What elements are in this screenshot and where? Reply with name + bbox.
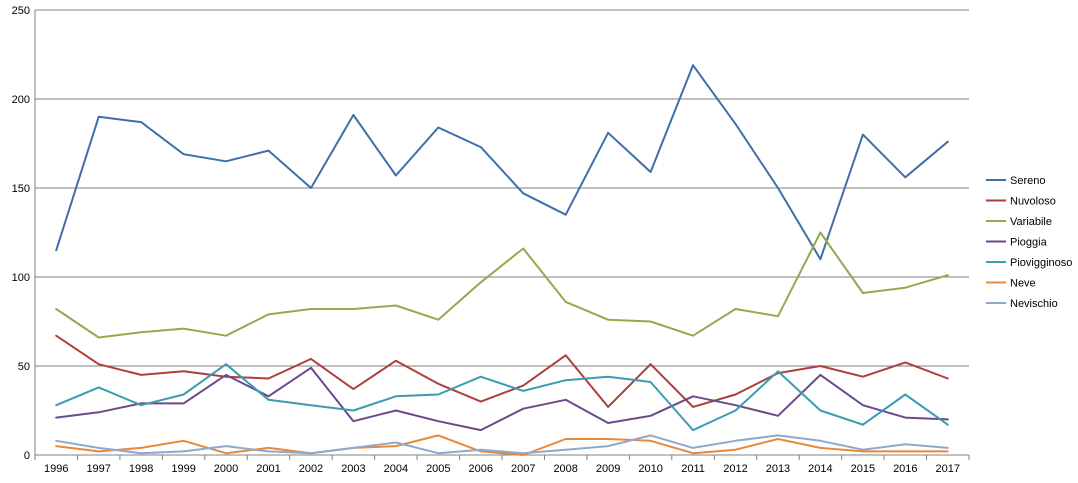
legend-label: Pioggia [1010,237,1048,249]
gridlines [35,9,969,367]
legend-item-sereno: Sereno [986,175,1045,187]
x-tick-label: 2003 [341,463,365,475]
series-line-sereno [55,64,949,261]
legend-label: Sereno [1010,175,1045,187]
y-tick-label: 250 [12,5,30,17]
legend: Sereno Nuvoloso Variabile Pioggia Pioviggino… [986,175,1072,310]
x-axis-ticks: 1996 1997 1998 1999 2000 2001 2002 2003 2004 2005… [44,463,960,475]
x-tick-label: 2000 [214,463,238,475]
y-tick-label: 150 [12,183,30,195]
x-tick-label: 2001 [256,463,280,475]
series-line-nevischio [55,434,949,455]
legend-label: Nuvoloso [1010,196,1056,208]
y-tick-label: 0 [24,450,30,462]
x-tick-label: 1997 [86,463,110,475]
y-axis-ticks: 0 50 100 150 200 250 [12,5,30,462]
legend-item-nevischio: Nevischio [986,298,1058,310]
x-tick-label: 2007 [511,463,535,475]
x-tick-label: 2014 [808,463,832,475]
series-lines [55,64,949,456]
legend-label: Neve [1010,278,1036,290]
axes [34,10,970,460]
x-tick-label: 2010 [638,463,662,475]
y-tick-label: 50 [18,361,30,373]
legend-label: Variabile [1010,216,1052,228]
y-tick-label: 100 [12,272,30,284]
x-tick-label: 2004 [384,463,408,475]
series-line-piovigginoso [55,363,949,432]
x-tick-label: 2015 [851,463,875,475]
legend-item-neve: Neve [986,278,1036,290]
x-tick-label: 2013 [766,463,790,475]
x-tick-label: 2005 [426,463,450,475]
x-tick-label: 2011 [681,463,705,475]
x-tick-label: 2008 [553,463,577,475]
x-tick-label: 2009 [596,463,620,475]
x-tick-label: 1998 [129,463,153,475]
legend-label: Piovigginoso [1010,257,1072,269]
x-tick-label: 2016 [893,463,917,475]
x-tick-label: 1996 [44,463,68,475]
series-line-neve [55,434,949,456]
legend-item-variabile: Variabile [986,216,1052,228]
x-tick-label: 2017 [936,463,960,475]
legend-item-nuvoloso: Nuvoloso [986,196,1056,208]
legend-label: Nevischio [1010,298,1058,310]
legend-item-pioggia: Pioggia [986,237,1048,249]
series-line-pioggia [55,366,949,432]
legend-item-piovigginoso: Piovigginoso [986,257,1072,269]
series-line-variabile [55,231,949,339]
x-tick-label: 2002 [299,463,323,475]
y-tick-label: 200 [12,94,30,106]
x-tick-label: 2012 [723,463,747,475]
x-tick-label: 1999 [171,463,195,475]
series-line-nuvoloso [55,334,949,408]
x-tick-label: 2006 [469,463,493,475]
